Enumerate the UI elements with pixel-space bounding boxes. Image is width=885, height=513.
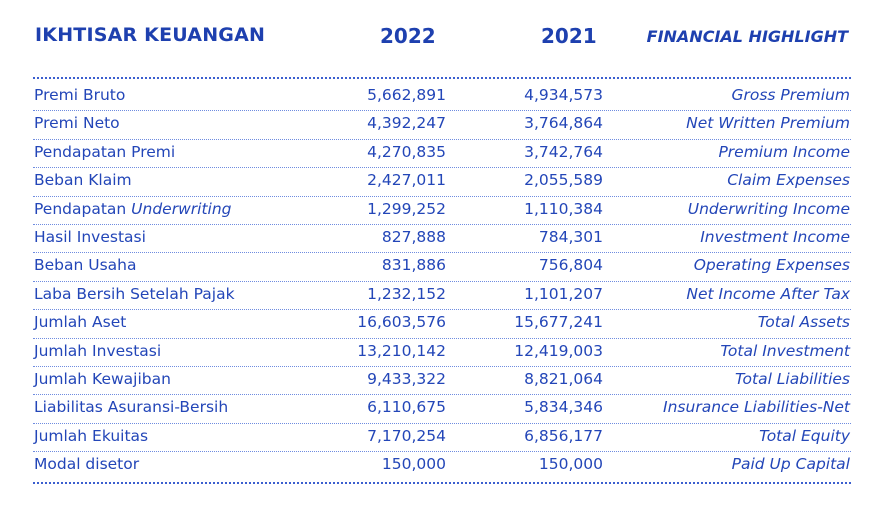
row-label-indonesian: Beban Usaha [34,256,137,274]
value-2021: 5,834,346 [524,398,603,417]
table-row: Jumlah Aset 16,603,576 15,677,241 Total Ass… [0,310,885,339]
table-row: Premi Neto 4,392,247 3,764,864 Net Written … [0,111,885,141]
row-label-text: Beban Usaha [34,256,137,275]
row-label-english: Net Income After Tax [686,284,850,303]
row-label-text: Modal disetor [34,455,140,474]
row-label-english: Total Equity [759,426,850,445]
value-2021: 6,856,177 [524,426,603,445]
row-label-english: Paid Up Capital [731,455,850,474]
table-row: Pendapatan Premi 4,270,835 3,742,764 Premiu… [0,140,885,169]
value-2022: 4,270,835 [367,142,446,161]
table-header: IKHTISAR KEUANGAN 2022 2021 FINANCIAL HI… [0,24,885,60]
table-row: Pendapatan Underwriting 1,299,252 1,110,38… [0,197,885,226]
table-body: Premi Bruto 5,662,891 4,934,573 Gross Premi… [0,83,885,480]
table-row: Hasil Investasi 827,888 784,301 Investment … [0,225,885,254]
row-label-text: Pendapatan Premi [34,142,176,161]
row-label-english: Investment Income [700,227,850,246]
value-2021: 15,677,241 [514,313,603,332]
value-2021: 3,742,764 [524,142,603,161]
value-2021: 784,301 [538,227,603,246]
row-label-text: Jumlah Aset [34,313,127,332]
row-label-english: Net Written Premium [686,114,850,133]
value-2022: 4,392,247 [367,114,446,133]
row-label-indonesian: Pendapatan Premi [34,143,175,161]
row-label-indonesian: Jumlah Investasi [34,342,161,360]
year-2021-header: 2021 [541,24,597,48]
top-divider [33,77,851,79]
value-2021: 12,419,003 [514,341,603,360]
row-label-english: Premium Income [718,142,850,161]
title-indonesian: IKHTISAR KEUANGAN [35,24,266,46]
table-row: Jumlah Ekuitas 7,170,254 6,856,177 Total Eq… [0,424,885,453]
value-2021: 4,934,573 [524,86,603,104]
row-label-indonesian: Jumlah Ekuitas [34,427,148,445]
value-2022: 2,427,011 [367,171,446,190]
row-label-text: Jumlah Investasi [34,341,162,360]
value-2022: 827,888 [381,227,446,246]
row-label-text: Laba Bersih Setelah Pajak [34,284,235,303]
value-2022: 831,886 [381,256,446,275]
row-label-indonesian: Pendapatan Underwriting [34,200,232,218]
value-2022: 7,170,254 [367,426,446,445]
table-row: Laba Bersih Setelah Pajak 1,232,152 1,101,… [0,282,885,311]
table-row: Liabilitas Asuransi-Bersih 6,110,675 5,834… [0,395,885,425]
row-label-english: Total Investment [720,341,850,360]
value-2022: 150,000 [381,455,446,474]
value-2022: 6,110,675 [367,398,446,417]
row-label-text: Premi Neto [34,114,120,133]
row-label-english: Operating Expenses [693,256,850,275]
row-label-text: Jumlah Ekuitas [34,426,149,445]
value-2021: 1,110,384 [524,199,603,218]
bottom-divider [33,482,851,484]
row-label-indonesian: Premi Neto [34,114,120,132]
row-label-indonesian: Beban Klaim [34,171,132,189]
row-label-english: Insurance Liabilities-Net [663,398,850,417]
title-english: FINANCIAL HIGHLIGHT [646,27,848,46]
table-row: Beban Klaim 2,427,011 2,055,589 Claim Expen… [0,168,885,197]
row-label-indonesian: Laba Bersih Setelah Pajak [34,285,235,303]
value-2021: 8,821,064 [524,369,603,388]
row-label-indonesian: Premi Bruto [34,86,125,104]
row-label-text: Beban Klaim [34,171,132,190]
row-label-indonesian: Jumlah Aset [34,313,126,331]
row-label-english: Total Assets [757,313,850,332]
row-label-text: Liabilitas Asuransi-Bersih [34,398,229,417]
table-row: Premi Bruto 5,662,891 4,934,573 Gross Premi… [0,83,885,112]
value-2021: 1,101,207 [524,284,603,303]
row-label-indonesian: Modal disetor [34,455,139,473]
value-2021: 3,764,864 [524,114,603,133]
value-2022: 16,603,576 [357,313,446,332]
row-label-english: Gross Premium [731,86,850,104]
value-2021: 756,804 [538,256,603,275]
table-row: Beban Usaha 831,886 756,804 Operating Expen… [0,253,885,283]
row-label-italic-term: Underwriting [131,199,232,218]
value-2022: 1,299,252 [367,199,446,218]
year-2022-header: 2022 [380,24,436,48]
value-2022: 1,232,152 [367,284,446,303]
row-label-text: Pendapatan [34,199,127,218]
row-label-text: Hasil Investasi [34,227,146,246]
table-row: Jumlah Investasi 13,210,142 12,419,003 Tota… [0,339,885,368]
value-2021: 2,055,589 [524,171,603,190]
table-row: Modal disetor 150,000 150,000 Paid Up Capit… [0,452,885,480]
row-label-english: Underwriting Income [687,199,850,218]
row-label-text: Jumlah Kewajiban [34,369,171,388]
row-label-text: Premi Bruto [34,86,126,104]
row-label-indonesian: Jumlah Kewajiban [34,370,171,388]
value-2022: 5,662,891 [367,86,446,104]
value-2021: 150,000 [538,455,603,474]
value-2022: 13,210,142 [357,341,446,360]
value-2022: 9,433,322 [367,369,446,388]
row-label-english: Total Liabilities [734,369,850,388]
row-label-indonesian: Hasil Investasi [34,228,146,246]
row-label-indonesian: Liabilitas Asuransi-Bersih [34,398,228,416]
row-label-english: Claim Expenses [727,171,850,190]
table-row: Jumlah Kewajiban 9,433,322 8,821,064 Total … [0,367,885,396]
